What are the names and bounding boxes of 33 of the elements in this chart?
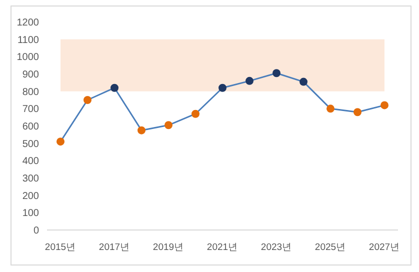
y-tick-label: 900 [22, 70, 40, 80]
y-tick-label: 400 [22, 156, 40, 168]
x-tick-label: 2019년 [152, 242, 184, 253]
point [300, 78, 308, 86]
y-tick-label: 700 [22, 104, 40, 116]
x-tick-label: 2025년 [314, 242, 346, 253]
y-tick-label: 1200 [16, 18, 40, 28]
point [56, 138, 64, 146]
y-tick-label: 0 [33, 226, 40, 236]
point [218, 84, 226, 92]
point [246, 76, 254, 85]
y-tick-label: 800 [22, 86, 40, 98]
point [272, 69, 280, 78]
point [380, 101, 388, 110]
y-tick-label: 200 [22, 190, 40, 202]
y-tick-label: 600 [22, 122, 40, 132]
x-tick-label: 2021년 [206, 242, 238, 253]
y-tick-label: 1100 [17, 34, 40, 46]
point [84, 96, 92, 104]
x-tick-label: 2017년 [98, 242, 130, 253]
y-tick-label: 300 [22, 174, 40, 184]
y-tick-label: 1000 [16, 52, 40, 64]
point [164, 121, 172, 130]
y-tick-label: 500 [22, 138, 40, 150]
point [354, 108, 362, 116]
x-tick-label: 2023년 [260, 242, 292, 253]
point [326, 104, 334, 113]
point [192, 110, 200, 118]
y-tick-label: 100 [22, 208, 40, 220]
x-tick-label: 2015년 [44, 242, 76, 253]
x-tick-label: 2027년 [368, 242, 400, 253]
point [110, 84, 118, 92]
point [138, 126, 146, 134]
